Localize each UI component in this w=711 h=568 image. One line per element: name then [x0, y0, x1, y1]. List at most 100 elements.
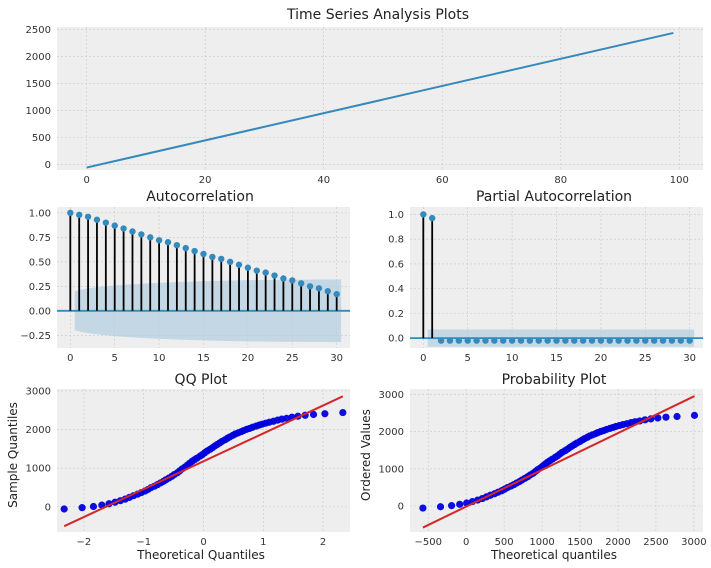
pacf-point [437, 337, 445, 344]
acf-point [244, 264, 252, 271]
pacf-ytick-label: 1.0 [388, 210, 404, 221]
pacf-point [650, 337, 658, 344]
pacf-ytick-label: 0.6 [388, 259, 404, 270]
pacf-ytick-label: 0.4 [388, 284, 404, 295]
pacf-point [464, 337, 471, 344]
ts-ytick-label: 1500 [26, 79, 51, 90]
pacf-xtick-label: 15 [550, 353, 563, 364]
pacf-point [642, 337, 649, 344]
pacf-point [446, 337, 454, 344]
acf-xtick-label: 5 [112, 353, 118, 364]
prob-xtick-label: 0 [463, 537, 469, 548]
acf-panel: 0 5 10 15 20 25 30 −0.25 0.00 0.25 0.50 0.75 1.00 Au… [20, 189, 350, 364]
pacf-point [420, 211, 427, 218]
acf-point [129, 228, 136, 235]
acf-xtick-label: 15 [197, 353, 210, 364]
acf-ytick-label: −0.25 [20, 331, 51, 342]
qq-point [339, 408, 347, 417]
prob-xtick-label: −500 [414, 537, 441, 548]
qq-ytick-label: 3000 [26, 386, 51, 397]
pacf-point [428, 214, 436, 222]
probability-panel: −500 0 500 1000 1500 2000 2500 3000 0 1000 2000 300… [359, 372, 707, 562]
pacf-axes: 0 5 10 15 20 25 30 0.0 0.2 0.4 0.6 0.8 1.0 [388, 207, 703, 364]
prob-point [654, 414, 662, 422]
acf-point [209, 253, 216, 261]
acf-point [182, 244, 189, 252]
pacf-point [579, 337, 587, 344]
prob-xtick-label: 2000 [605, 537, 630, 548]
qq-xtick-label: 0 [200, 537, 206, 548]
qq-title: QQ Plot [175, 372, 228, 388]
pacf-point [508, 337, 516, 344]
prob-ytick-label: 3000 [379, 390, 404, 401]
pacf-point [473, 337, 480, 344]
acf-point [297, 280, 305, 287]
pacf-point [517, 337, 525, 344]
prob-title: Probability Plot [502, 372, 607, 388]
acf-point [164, 239, 172, 246]
prob-point [456, 500, 464, 508]
prob-point [690, 411, 699, 419]
pacf-point [571, 337, 578, 344]
acf-ytick-label: 1.00 [29, 208, 51, 219]
acf-xtick-label: 25 [286, 353, 299, 364]
qq-ytick-label: 2000 [26, 425, 51, 436]
prob-xtick-label: 1500 [567, 537, 592, 548]
pacf-xtick-label: 0 [420, 353, 426, 364]
pacf-ytick-label: 0.0 [388, 334, 404, 345]
acf-point [306, 283, 314, 290]
acf-xtick-label: 20 [242, 353, 255, 364]
pacf-xtick-label: 30 [683, 353, 696, 364]
acf-title: Autocorrelation [146, 189, 254, 205]
acf-point [262, 269, 269, 276]
prob-point [447, 502, 456, 510]
pacf-ytick-label: 0.8 [388, 235, 404, 246]
acf-ytick-label: 0.00 [29, 306, 51, 317]
acf-point [226, 258, 234, 266]
prob-xtick-label: 500 [495, 537, 514, 548]
time-series-line [86, 31, 674, 169]
pacf-point [588, 337, 596, 344]
ts-ytick-label: 2500 [26, 25, 51, 36]
acf-point [93, 216, 101, 223]
qq-point [321, 410, 329, 418]
acf-point [289, 277, 296, 284]
pacf-point [633, 337, 640, 344]
time-series-title: Time Series Analysis Plots [286, 7, 469, 23]
ts-xtick-label: 60 [436, 175, 449, 186]
acf-point [120, 225, 127, 232]
qq-panel: −2 −1 0 1 2 0 1000 2000 3000 QQ Plot Theoretical… [6, 372, 350, 562]
qq-point [78, 504, 86, 512]
pacf-point [491, 337, 498, 344]
prob-xlabel: Theoretical quantiles [490, 548, 617, 562]
qq-xtick-label: 1 [260, 537, 266, 548]
acf-point [218, 255, 225, 263]
prob-xtick-label: 2500 [643, 537, 668, 548]
qq-ytick-label: 0 [45, 502, 51, 513]
acf-ytick-label: 0.75 [29, 233, 51, 244]
prob-ytick-label: 0 [398, 502, 404, 513]
acf-xtick-label: 30 [330, 353, 343, 364]
prob-xtick-label: 1000 [529, 537, 554, 548]
acf-point [102, 219, 110, 226]
prob-ylabel: Ordered Values [359, 409, 373, 501]
prob-xtick-label: 3000 [681, 537, 706, 548]
pacf-panel: 0 5 10 15 20 25 30 0.0 0.2 0.4 0.6 0.8 1.0 Partial A… [388, 189, 703, 364]
pacf-point [544, 337, 551, 344]
ts-xtick-label: 80 [554, 175, 567, 186]
qq-xtick-label: −1 [136, 537, 151, 548]
pacf-point [659, 337, 667, 344]
qq-xtick-label: 2 [320, 537, 326, 548]
pacf-point [553, 337, 560, 344]
pacf-point [624, 337, 631, 344]
pacf-point [535, 337, 542, 344]
pacf-ytick-label: 0.2 [388, 309, 404, 320]
ts-ytick-label: 500 [32, 133, 51, 144]
pacf-xtick-label: 10 [506, 353, 519, 364]
pacf-point [668, 337, 676, 344]
acf-point [200, 250, 207, 258]
acf-point [191, 247, 198, 255]
acf-xtick-label: 10 [153, 353, 166, 364]
pacf-xtick-label: 20 [595, 353, 608, 364]
